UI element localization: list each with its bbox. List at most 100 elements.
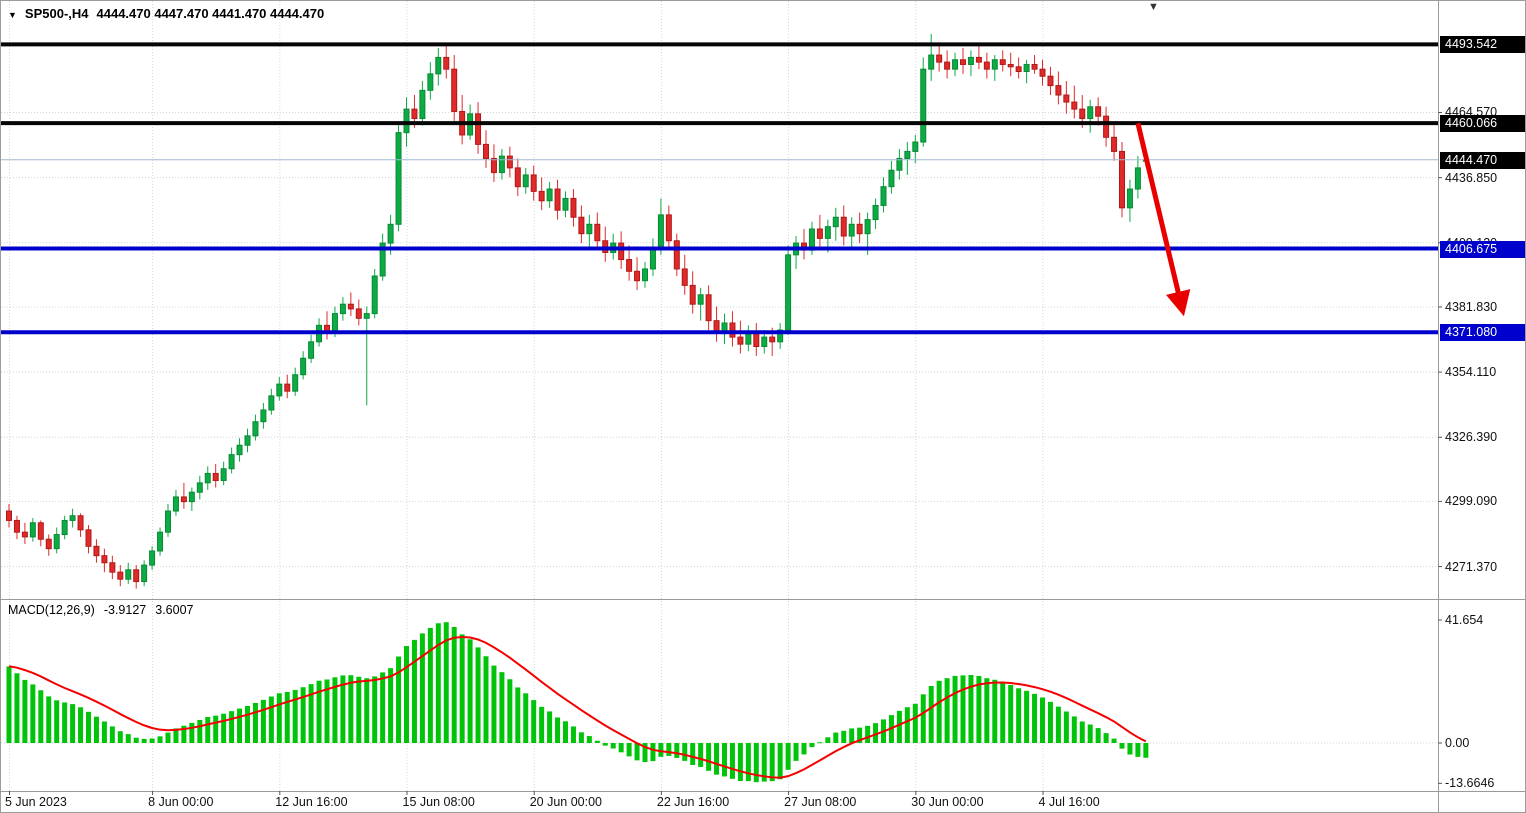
candle-body (411, 108, 418, 120)
candle-body (578, 216, 585, 235)
candle-body (379, 242, 386, 277)
candle-body (952, 59, 959, 70)
candle-body (196, 482, 203, 493)
candle-body (371, 275, 378, 315)
chart-shift-marker-icon[interactable]: ▼ (1148, 1, 1159, 13)
candle-body (570, 197, 577, 218)
candle-body (753, 331, 760, 348)
candle-body (475, 113, 482, 145)
candle-body (1007, 63, 1014, 68)
candle-body (220, 468, 227, 481)
candle-body (443, 56, 450, 70)
candle-body (1119, 150, 1125, 209)
candle-body (339, 303, 346, 315)
candle-body (1134, 167, 1141, 190)
grid-lines (1, 1, 1438, 791)
sell-forecast-arrow[interactable] (1135, 122, 1191, 317)
candle-body (395, 132, 402, 225)
candle-body (761, 336, 768, 348)
candle-body (483, 143, 489, 159)
symbol-info-overlay: ▼ SP500-,H4 4444.470 4447.470 4441.470 4… (8, 6, 324, 21)
candle-body (435, 56, 442, 75)
candle-body (522, 174, 529, 188)
candle-body (133, 569, 140, 583)
candle-body (642, 268, 648, 282)
candle-body (228, 454, 235, 470)
candle-body (912, 141, 919, 152)
candle-body (936, 54, 943, 63)
symbol-dropdown-icon[interactable]: ▼ (8, 9, 17, 20)
candle-body (1015, 66, 1022, 73)
candle-body (586, 223, 593, 235)
candle-body (165, 510, 171, 533)
candle-body (403, 108, 410, 134)
candle-series (6, 33, 1149, 589)
candle-body (260, 409, 267, 423)
candle-body (562, 197, 569, 211)
candle-body (983, 61, 990, 70)
macd-main-value: -3.9127 (103, 603, 147, 617)
candle-body (530, 174, 537, 192)
candle-body (967, 56, 974, 65)
candle-body (300, 357, 307, 376)
candle-body (212, 472, 219, 481)
candle-body (856, 223, 863, 235)
candle-body (451, 68, 458, 112)
candle-body (1031, 63, 1038, 70)
candle-body (101, 555, 108, 564)
candle-body (1023, 63, 1030, 73)
candle-body (1047, 75, 1054, 87)
candle-body (840, 216, 847, 237)
candle-body (769, 336, 776, 343)
candle-body (1095, 106, 1102, 117)
macd-signal-value: 3.6007 (155, 603, 194, 617)
candle-body (308, 341, 315, 359)
candle-body (944, 61, 951, 70)
candle-body (276, 383, 283, 397)
candle-body (363, 313, 370, 319)
candle-body (387, 223, 394, 244)
candle-body (506, 155, 513, 169)
candle-body (554, 188, 561, 211)
candle-body (920, 68, 927, 143)
candle-body (77, 515, 84, 531)
candle-body (244, 435, 251, 446)
candle-body (1087, 106, 1094, 120)
candle-body (141, 564, 148, 583)
candle-body (737, 336, 744, 345)
candle-body (1103, 115, 1110, 138)
candle-body (149, 550, 156, 566)
candle-body (904, 150, 911, 159)
candle-body (785, 254, 792, 331)
candle-body (93, 545, 100, 557)
candle-body (188, 491, 195, 503)
symbol-ohlc-values: 4444.470 4447.470 4441.470 4444.470 (96, 6, 325, 21)
macd-histogram (6, 622, 1149, 783)
macd-signal-line (8, 636, 1147, 779)
candle-body (61, 519, 68, 536)
candle-body (498, 155, 505, 174)
candle-body (1111, 136, 1118, 152)
candle-body (6, 510, 12, 521)
candle-body (1055, 85, 1062, 96)
candle-body (331, 313, 338, 333)
candle-body (665, 214, 672, 242)
candle-body (975, 56, 982, 63)
candle-body (546, 188, 553, 202)
candle-body (928, 54, 935, 70)
candle-body (880, 186, 887, 206)
candle-body (172, 496, 179, 512)
candle-body (37, 522, 44, 540)
candle-body (777, 329, 784, 343)
candle-body (252, 421, 259, 437)
macd-indicator-label: MACD(12,26,9) -3.9127 3.6007 (8, 603, 202, 617)
candle-body (872, 204, 879, 221)
symbol-title: SP500-,H4 (24, 6, 89, 21)
candle-body (864, 219, 871, 235)
candle-body (1071, 101, 1078, 110)
candle-body (697, 294, 704, 305)
candle-body (689, 284, 696, 305)
